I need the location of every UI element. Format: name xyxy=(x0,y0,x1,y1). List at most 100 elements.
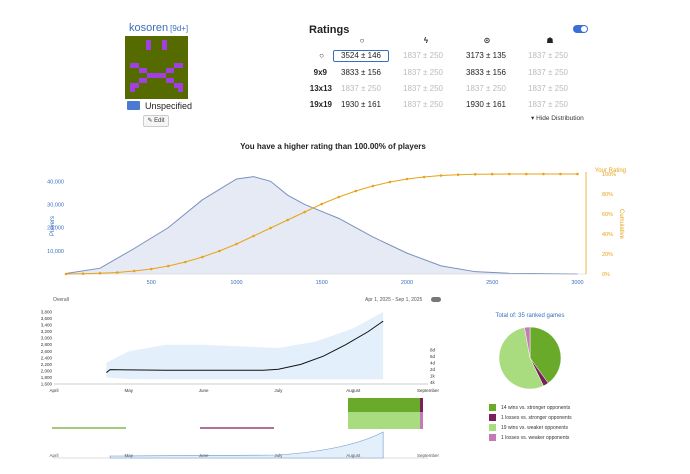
rating-cell[interactable]: 1837 ± 250 xyxy=(403,51,443,60)
date-toggle[interactable] xyxy=(431,297,441,302)
pie-slice xyxy=(498,327,544,390)
rating-cell[interactable]: 3173 ± 135 xyxy=(466,51,506,60)
navigator-tick-label: August xyxy=(346,453,361,458)
cumulative-point xyxy=(525,172,528,176)
y-tick-label: 2,600 xyxy=(41,349,53,354)
x-tick-label: 3000 xyxy=(571,280,583,286)
rating-distribution-chart: 500 1000 1500 2000 2500 3000 10,000 20,000 30,00… xyxy=(47,168,626,286)
rating-cell[interactable]: 1837 ± 250 xyxy=(528,51,568,60)
cumulative-point xyxy=(388,180,392,184)
rating-line xyxy=(106,320,384,373)
rating-cell[interactable]: 1837 ± 250 xyxy=(528,84,568,93)
distribution-line xyxy=(65,176,578,275)
cumulative-point xyxy=(201,255,204,259)
y-tick-label: 2,800 xyxy=(41,342,53,347)
y2-tick-label: 8d xyxy=(430,348,436,353)
legend-item: 1 losses vs. stronger opponents xyxy=(489,414,572,422)
rating-cell[interactable]: 1930 ± 161 xyxy=(466,100,506,109)
overall-icon: ○ xyxy=(359,36,365,45)
rating-cell[interactable]: 1837 ± 250 xyxy=(341,84,381,93)
navigator-tick-label: July xyxy=(274,453,283,458)
legend-item: 19 wins vs. weaker opponents xyxy=(489,424,568,432)
rating-cell[interactable]: 1837 ± 250 xyxy=(403,100,443,109)
navigator-tick-label: May xyxy=(125,453,134,458)
y2-axis-label: Cumulative xyxy=(618,209,624,240)
rating-cell[interactable]: 3833 ± 156 xyxy=(466,68,506,77)
y-tick-label: 40,000 xyxy=(47,179,64,185)
edit-button[interactable]: ✎ Edit xyxy=(143,115,169,127)
navigator-series xyxy=(109,431,384,459)
flag-icon xyxy=(127,101,140,110)
games-pie-chart xyxy=(498,326,562,390)
y2-tick-label: 20% xyxy=(602,252,613,258)
y-tick-label: 3,000 xyxy=(41,336,53,341)
overall-label: Overall xyxy=(53,297,69,303)
ratings-title: Ratings xyxy=(309,24,350,36)
rating-cell[interactable]: 1837 ± 250 xyxy=(528,100,568,109)
x-tick-label: July xyxy=(274,388,283,393)
y2-tick-label: 100% xyxy=(602,172,616,178)
x-tick-label: June xyxy=(199,388,209,393)
y2-tick-label: 4d xyxy=(430,361,436,366)
y-tick-label: 2,000 xyxy=(41,368,53,373)
cumulative-point xyxy=(473,173,477,176)
pie-slice xyxy=(524,326,531,359)
cumulative-point xyxy=(456,173,460,176)
navigator-tick-label: September xyxy=(417,453,440,458)
ratings-toggle[interactable] xyxy=(573,25,588,33)
row-label-9x9: 9x9 xyxy=(313,68,327,77)
row-label-13x13: 13x13 xyxy=(309,84,332,93)
cumulative-point xyxy=(542,172,545,176)
rating-cell[interactable]: 1837 ± 250 xyxy=(403,84,443,93)
y2-tick-label: 60% xyxy=(602,212,613,218)
cumulative-point xyxy=(576,172,579,176)
y-tick-label: 3,800 xyxy=(41,310,53,315)
y-tick-label: 1,800 xyxy=(41,375,53,380)
legend-item: 1 losses vs. weaker opponents xyxy=(489,434,569,442)
wins-stronger-bar xyxy=(348,398,420,412)
x-tick-label: 1000 xyxy=(230,280,242,286)
navigator-tick-label: June xyxy=(199,453,209,458)
avatar xyxy=(125,36,188,99)
x-tick-label: 2500 xyxy=(486,280,498,286)
y2-tick-label: 2d xyxy=(430,367,436,372)
rating-cell[interactable]: 1930 ± 161 xyxy=(341,100,381,109)
legend-item: 14 wins vs. stronger opponents xyxy=(489,404,570,412)
cumulative-point xyxy=(405,177,409,181)
x-tick-label: 1500 xyxy=(316,280,328,286)
rating-cell[interactable]: 1837 ± 250 xyxy=(403,68,443,77)
y2-tick-label: 80% xyxy=(602,192,613,198)
x-tick-label: 2000 xyxy=(401,280,413,286)
rating-cell[interactable]: 1837 ± 250 xyxy=(466,84,506,93)
cumulative-point xyxy=(559,172,562,176)
cumulative-point xyxy=(252,234,255,238)
cumulative-point xyxy=(354,189,358,193)
cumulative-point xyxy=(439,174,443,177)
country-label: Unspecified xyxy=(145,101,193,111)
y-tick-label: 20,000 xyxy=(47,226,64,232)
blitz-icon: ϟ xyxy=(423,36,429,45)
y-axis-label: Players xyxy=(50,216,56,236)
percentile-headline: You have a higher rating than 100.00% of… xyxy=(240,142,426,151)
username[interactable]: kosoren [9d+] xyxy=(129,22,189,34)
row-overall-icon: ○ xyxy=(319,51,324,60)
y2-tick-label: 0% xyxy=(602,272,610,278)
cumulative-point xyxy=(98,271,102,275)
rating-cell[interactable]: 1837 ± 250 xyxy=(528,68,568,77)
cumulative-point xyxy=(166,264,170,268)
y-tick-label: 1,600 xyxy=(41,382,53,387)
navigator-tick-label: April xyxy=(49,453,58,458)
cumulative-point xyxy=(149,267,153,271)
hide-distribution-link[interactable]: ▾ Hide Distribution xyxy=(531,115,584,122)
y-tick-label: 10,000 xyxy=(47,249,64,255)
cumulative-point xyxy=(64,272,68,276)
x-tick-label: August xyxy=(346,388,361,393)
cumulative-point xyxy=(371,184,375,188)
cumulative-point xyxy=(337,195,341,199)
rating-cell[interactable]: 3524 ± 146 xyxy=(333,50,389,62)
rating-cell[interactable]: 3833 ± 156 xyxy=(341,68,381,77)
cumulative-point xyxy=(303,210,306,214)
x-tick-label: April xyxy=(49,388,58,393)
y-tick-label: 2,200 xyxy=(41,362,53,367)
